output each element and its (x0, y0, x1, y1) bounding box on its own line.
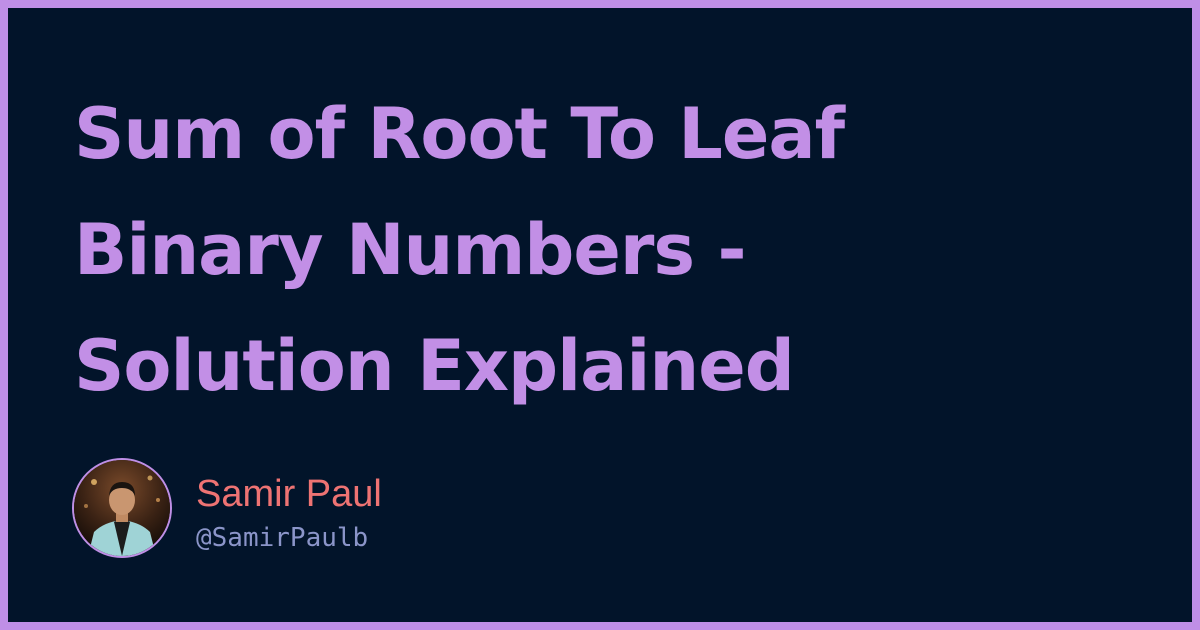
og-card: Sum of Root To Leaf Binary Numbers - Sol… (8, 8, 1192, 622)
title-line-3: Solution Explained (74, 325, 795, 407)
person-photo-avatar-icon (74, 460, 170, 556)
title-line-1: Sum of Root To Leaf (74, 93, 845, 175)
author-name: Samir Paul (196, 473, 382, 515)
post-title: Sum of Root To Leaf Binary Numbers - Sol… (74, 76, 1074, 424)
title-line-2: Binary Numbers - (74, 209, 747, 291)
avatar (72, 458, 172, 558)
author-handle: @SamirPaulb (196, 523, 369, 553)
